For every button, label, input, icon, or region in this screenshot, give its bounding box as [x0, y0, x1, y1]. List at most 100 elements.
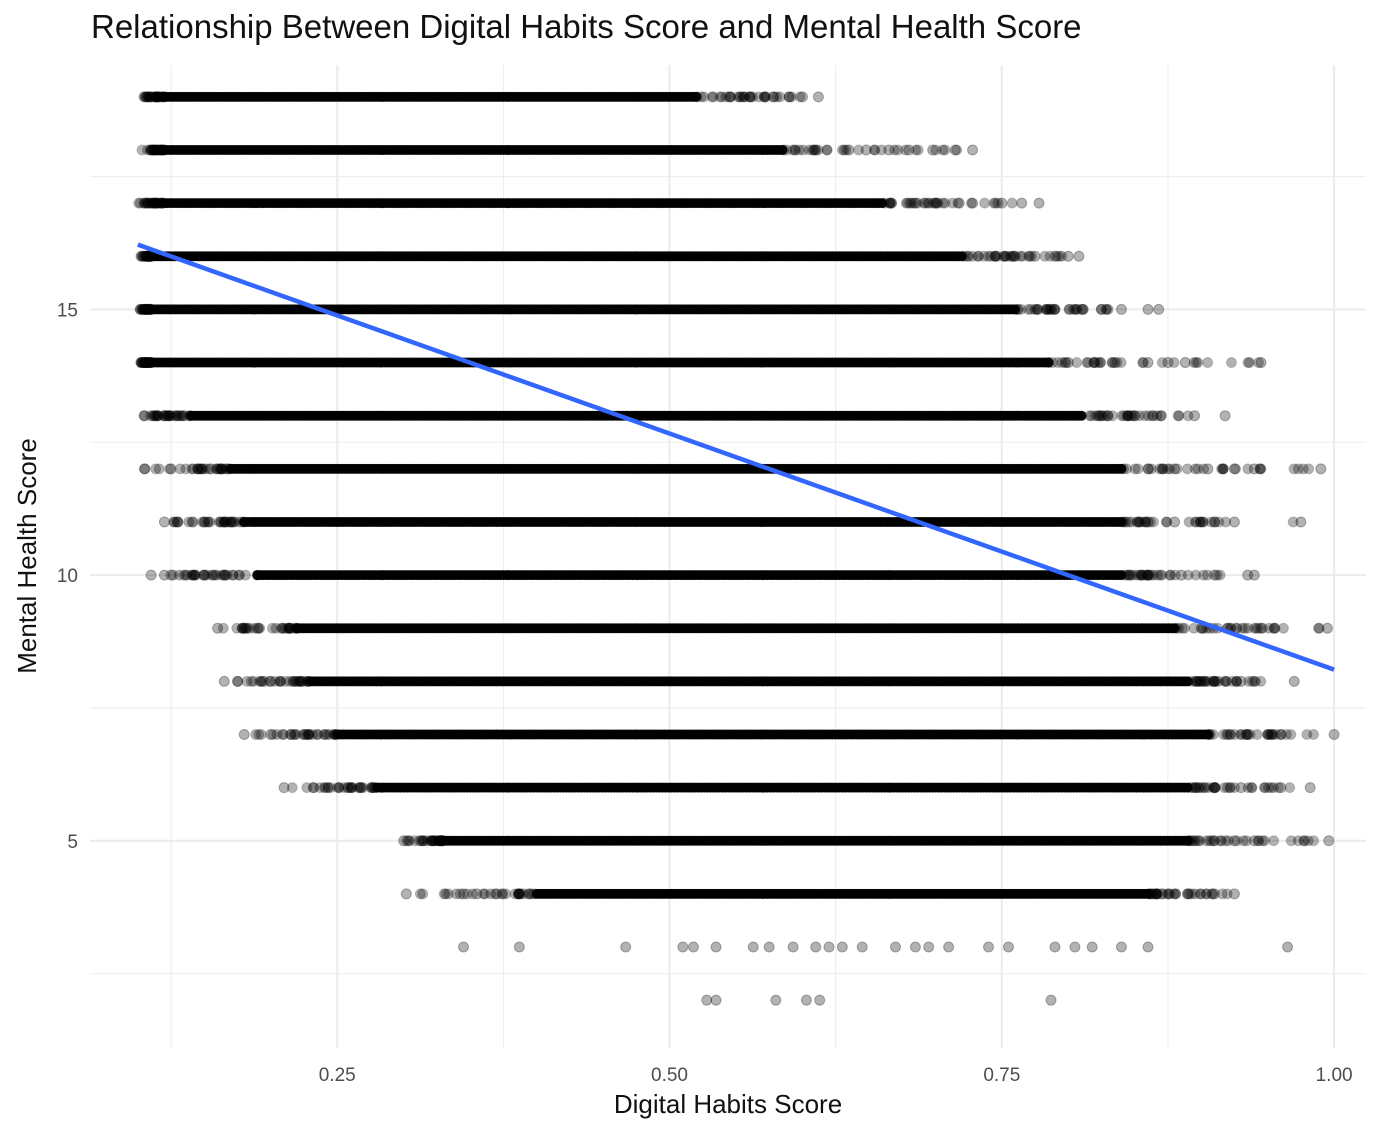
data-point: [143, 197, 155, 209]
data-point: [1049, 250, 1061, 262]
data-point: [218, 516, 230, 528]
data-point: [1197, 516, 1209, 528]
data-point: [1242, 729, 1254, 741]
data-point: [937, 144, 949, 156]
data-point: [1153, 303, 1165, 315]
data-point: [889, 144, 901, 156]
data-point: [141, 91, 153, 103]
data-point: [1297, 463, 1309, 475]
data-point: [768, 91, 780, 103]
data-point: [138, 410, 150, 422]
data-point: [1049, 303, 1061, 315]
data-point: [951, 144, 963, 156]
data-point: [198, 569, 210, 581]
data-point: [812, 91, 824, 103]
data-point: [147, 144, 159, 156]
grid-lines: [90, 65, 1366, 1048]
data-point: [937, 197, 949, 209]
data-point: [884, 197, 896, 209]
data-point: [905, 197, 917, 209]
data-point: [1062, 250, 1074, 262]
data-point: [781, 144, 793, 156]
data-point: [714, 91, 726, 103]
data-point: [962, 250, 974, 262]
data-point: [797, 144, 809, 156]
data-point: [1142, 303, 1154, 315]
data-point: [1248, 463, 1260, 475]
data-point: [1143, 410, 1155, 422]
data-point: [149, 410, 161, 422]
data-point: [1162, 357, 1174, 369]
data-point: [743, 91, 755, 103]
data-point: [953, 197, 965, 209]
data-point: [877, 198, 888, 209]
data-point: [759, 91, 771, 103]
data-point: [989, 250, 1001, 262]
data-point: [146, 197, 158, 209]
data-point: [989, 197, 1001, 209]
data-point: [148, 197, 160, 209]
data-point: [843, 144, 855, 156]
data-point: [932, 197, 944, 209]
data-point: [147, 197, 159, 209]
data-point: [979, 197, 991, 209]
data-point: [812, 144, 824, 156]
data-point: [1198, 782, 1210, 794]
data-point: [738, 91, 750, 103]
data-point: [1255, 357, 1267, 369]
data-point: [892, 144, 904, 156]
data-point: [1033, 197, 1045, 209]
data-point: [1219, 675, 1231, 687]
data-point: [992, 197, 1004, 209]
data-point: [793, 144, 805, 156]
data-point: [724, 91, 736, 103]
data-point: [149, 144, 161, 156]
data-point: [796, 91, 808, 103]
data-point: [1285, 729, 1297, 741]
data-point: [1190, 569, 1202, 581]
data-point: [1169, 463, 1181, 475]
data-point: [1228, 516, 1240, 528]
data-point: [734, 91, 746, 103]
data-point: [919, 197, 931, 209]
data-point: [904, 197, 916, 209]
data-point: [1308, 729, 1320, 741]
data-point: [146, 144, 158, 156]
data-point: [809, 144, 821, 156]
data-point: [1328, 729, 1340, 741]
data-point: [1208, 569, 1220, 581]
data-point: [723, 91, 735, 103]
data-point: [1192, 675, 1204, 687]
data-point: [141, 91, 153, 103]
data-point: [145, 91, 157, 103]
data-point: [868, 144, 880, 156]
data-point: [142, 197, 154, 209]
data-point: [165, 569, 177, 581]
data-point: [298, 729, 310, 741]
data-point: [875, 144, 887, 156]
data-point: [908, 197, 920, 209]
data-point: [158, 516, 170, 528]
data-point: [911, 197, 923, 209]
data-point: [734, 91, 746, 103]
data-point: [135, 250, 147, 262]
data-point: [1012, 303, 1024, 315]
data-point: [767, 91, 779, 103]
data-point: [1288, 463, 1300, 475]
data-point: [1255, 675, 1267, 687]
data-point: [967, 197, 979, 209]
data-point: [1124, 569, 1136, 581]
data-point: [142, 197, 154, 209]
data-point: [853, 144, 865, 156]
data-point: [965, 197, 977, 209]
data-point: [144, 144, 156, 156]
data-point: [145, 197, 157, 209]
data-point: [879, 197, 891, 209]
data-point: [1208, 675, 1220, 687]
data-point: [758, 91, 770, 103]
data-point: [706, 91, 718, 103]
data-point: [1235, 782, 1247, 794]
data-point: [147, 144, 159, 156]
data-point: [840, 144, 852, 156]
data-point: [902, 197, 914, 209]
